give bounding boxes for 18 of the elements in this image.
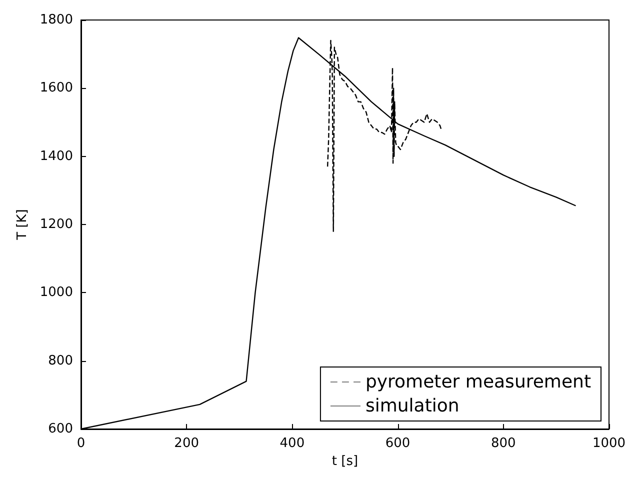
y-tick-label: 600: [48, 422, 73, 436]
y-tick-label: 800: [48, 353, 73, 368]
legend-label: simulation: [365, 396, 460, 416]
y-tick-label: 1000: [40, 285, 73, 300]
x-tick-label: 0: [76, 436, 86, 451]
y-tick-label: 1400: [40, 148, 73, 164]
legend-label: pyrometer measurement: [365, 372, 592, 392]
y-axis-title: T [K]: [15, 209, 30, 241]
line-series: [326, 40, 442, 232]
x-tick-label: 1000: [592, 436, 626, 451]
x-axis-title: t [s]: [332, 454, 358, 469]
y-tick-label: 1600: [40, 80, 73, 96]
x-tick-label: 800: [490, 436, 516, 451]
x-tick-label: 200: [174, 436, 199, 451]
y-tick-label: 1200: [40, 217, 73, 232]
x-tick-label: 400: [280, 436, 305, 451]
x-tick-label: 600: [385, 436, 410, 451]
y-tick-label: 1800: [40, 12, 73, 28]
